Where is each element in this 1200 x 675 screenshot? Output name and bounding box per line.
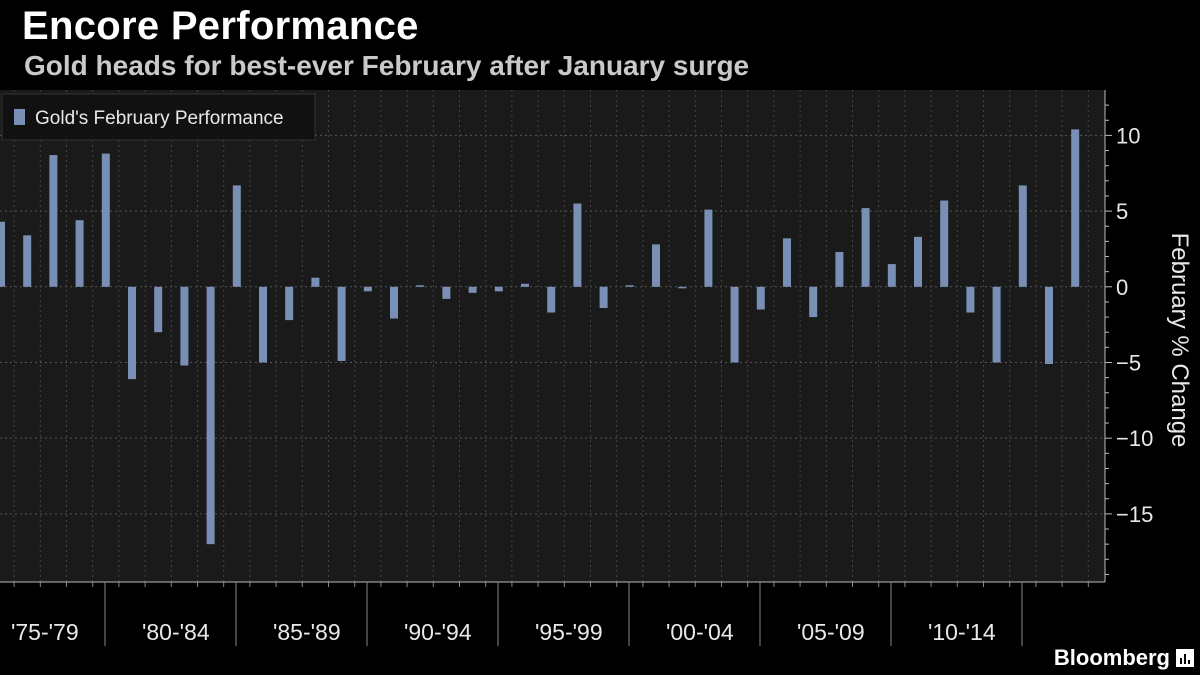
x-axis: '75-'79 '80-'84 '85-'89 '90-'94 '95-'99 '00-'… [0,581,1105,646]
bar-1976 [23,235,32,287]
x-group-label: '80-'84 [142,619,210,645]
bar-2005 [783,238,791,287]
bar-1987 [311,277,320,287]
bar-2016 [1071,129,1080,287]
bar-1997 [573,203,582,287]
bar-2012 [966,286,975,313]
bar-1989 [363,286,372,292]
bar-2003 [730,286,739,363]
bar-2010 [914,236,922,287]
bar-1985 [259,286,267,363]
bar-2007 [835,251,844,287]
bar-2014 [1018,185,1027,287]
bar-1992 [442,286,451,299]
bar-2000 [652,244,660,287]
y-axis: 10 5 0 −5 −10 −15 [1104,90,1153,582]
bloomberg-chart-icon [1176,649,1194,667]
gridlines [0,90,1105,582]
bar-2001 [678,286,687,289]
bar-1981 [154,286,163,333]
bar-2008 [861,208,870,287]
plot-background [0,90,1105,582]
x-group-label: '10-'14 [928,619,996,645]
y-tick-label: −15 [1116,502,1153,527]
bar-series [0,129,1080,545]
bar-2006 [809,286,818,318]
footer: Bloomberg [1054,645,1194,671]
bar-2013 [992,286,1001,363]
legend-box [1,93,316,141]
bar-1980 [128,286,136,380]
y-axis-label: February % Change [1166,233,1193,448]
bar-1977 [49,155,58,287]
bar-1986 [285,286,294,321]
x-group-label: '75-'79 [11,619,79,645]
bar-2009 [887,264,896,287]
y-tick-label: 10 [1116,123,1140,148]
bar-1990 [390,286,398,319]
y-tick-label: −5 [1116,350,1141,375]
bar-1978 [75,220,84,287]
bar-1982 [180,286,189,366]
bar-1979 [101,153,110,287]
y-tick-label: 5 [1116,199,1128,224]
legend: Gold's February Performance [1,93,316,141]
legend-entry: Gold's February Performance [35,108,284,129]
x-group-label: '05-'09 [797,619,865,645]
x-group-label: '95-'99 [535,619,603,645]
y-tick-label: −10 [1116,426,1153,451]
bar-1983 [206,286,215,545]
brand-logo: Bloomberg [1053,645,1170,670]
bar-1991 [416,285,425,287]
x-group-label: '90-'94 [404,619,472,645]
bar-1975 [0,221,5,287]
bar-2015 [1045,286,1053,365]
bar-2002 [704,209,713,287]
bar-1984 [232,185,241,287]
chart-subtitle: Gold heads for best-ever February after … [24,50,750,81]
chart-title: Encore Performance [22,4,419,48]
bar-1999 [625,285,634,287]
bar-1996 [547,286,556,313]
y-tick-label: 0 [1116,275,1128,300]
bar-1995 [521,283,529,287]
bar-1988 [337,286,346,361]
bar-1993 [468,286,477,293]
bar-2004 [756,286,765,310]
bar-2011 [940,200,949,287]
bar-1998 [599,286,608,308]
bar-1994 [494,286,503,292]
x-group-label: '85-'89 [273,619,341,645]
legend-swatch [14,109,25,125]
x-group-label: '00-'04 [666,619,734,645]
